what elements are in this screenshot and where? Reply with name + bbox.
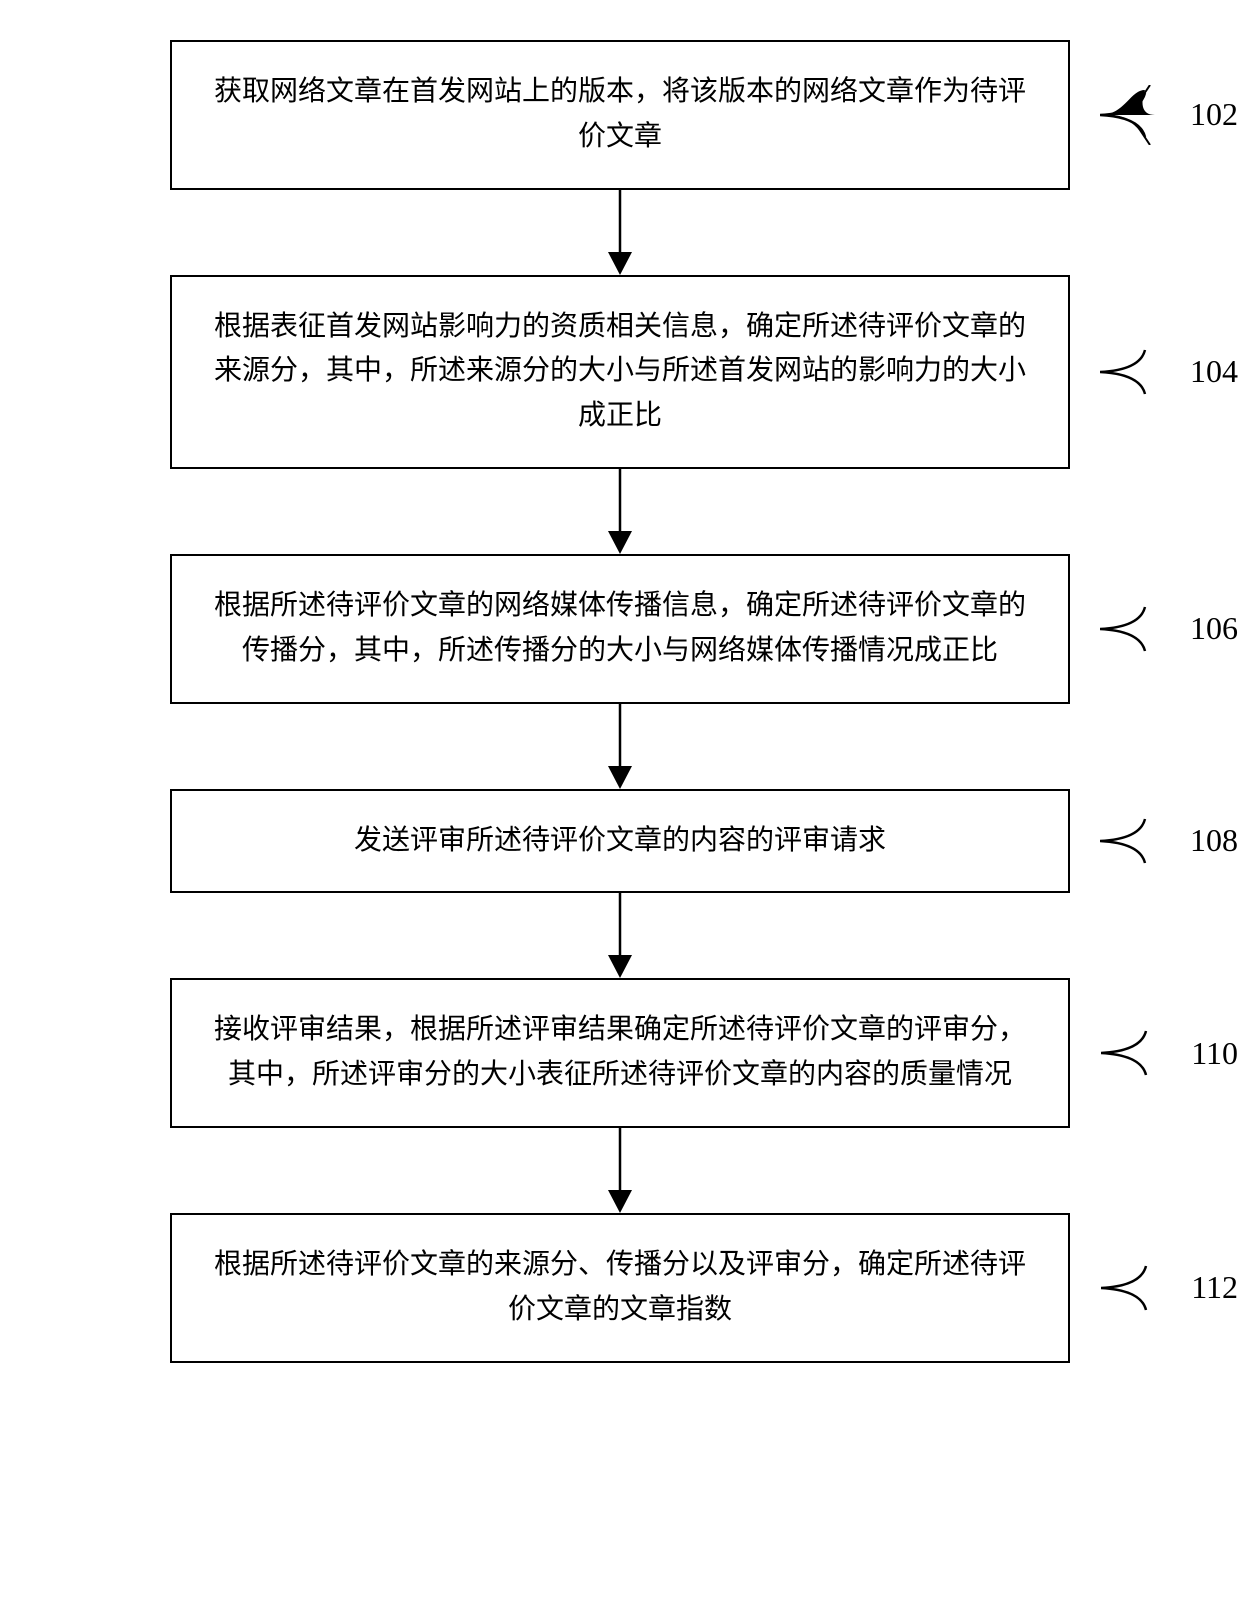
- arrow-down-icon: [590, 190, 650, 275]
- step-text: 根据所述待评价文章的来源分、传播分以及评审分，确定所述待评价文章的文章指数: [202, 1243, 1038, 1333]
- step-label: 108: [1190, 815, 1238, 866]
- label-connector: 102: [1100, 85, 1238, 145]
- step-box-104: 根据表征首发网站影响力的资质相关信息，确定所述待评价文章的来源分，其中，所述来源…: [170, 275, 1070, 469]
- step-text: 根据表征首发网站影响力的资质相关信息，确定所述待评价文章的来源分，其中，所述来源…: [202, 305, 1038, 439]
- label-connector: 112: [1101, 1258, 1238, 1318]
- step-box-110: 接收评审结果，根据所述评审结果确定所述待评价文章的评审分，其中，所述评审分的大小…: [170, 978, 1070, 1128]
- step-box-106: 根据所述待评价文章的网络媒体传播信息，确定所述待评价文章的传播分，其中，所述传播…: [170, 554, 1070, 704]
- curve-icon: [1100, 85, 1180, 145]
- step-box-102: 获取网络文章在首发网站上的版本，将该版本的网络文章作为待评价文章 102: [170, 40, 1070, 190]
- step-text: 发送评审所述待评价文章的内容的评审请求: [354, 819, 886, 864]
- curve-icon: [1100, 811, 1180, 871]
- step-label: 110: [1191, 1028, 1238, 1079]
- step-label: 104: [1190, 346, 1238, 397]
- arrow-down-icon: [590, 704, 650, 789]
- flowchart-container: 获取网络文章在首发网站上的版本，将该版本的网络文章作为待评价文章 102 根据表…: [60, 40, 1180, 1363]
- curve-icon: [1101, 1258, 1181, 1318]
- arrow-down-icon: [590, 469, 650, 554]
- step-text: 获取网络文章在首发网站上的版本，将该版本的网络文章作为待评价文章: [202, 70, 1038, 160]
- step-label: 102: [1190, 89, 1238, 140]
- arrow-down-icon: [590, 1128, 650, 1213]
- step-text: 根据所述待评价文章的网络媒体传播信息，确定所述待评价文章的传播分，其中，所述传播…: [202, 584, 1038, 674]
- step-text: 接收评审结果，根据所述评审结果确定所述待评价文章的评审分，其中，所述评审分的大小…: [202, 1008, 1038, 1098]
- step-box-112: 根据所述待评价文章的来源分、传播分以及评审分，确定所述待评价文章的文章指数 11…: [170, 1213, 1070, 1363]
- label-connector: 110: [1101, 1023, 1238, 1083]
- label-connector: 106: [1100, 599, 1238, 659]
- arrow-down-icon: [590, 893, 650, 978]
- curve-icon: [1100, 599, 1180, 659]
- label-connector: 108: [1100, 811, 1238, 871]
- step-label: 106: [1190, 603, 1238, 654]
- curve-icon: [1100, 342, 1180, 402]
- step-label: 112: [1191, 1262, 1238, 1313]
- label-connector: 104: [1100, 342, 1238, 402]
- step-box-108: 发送评审所述待评价文章的内容的评审请求 108: [170, 789, 1070, 894]
- curve-icon: [1101, 1023, 1181, 1083]
